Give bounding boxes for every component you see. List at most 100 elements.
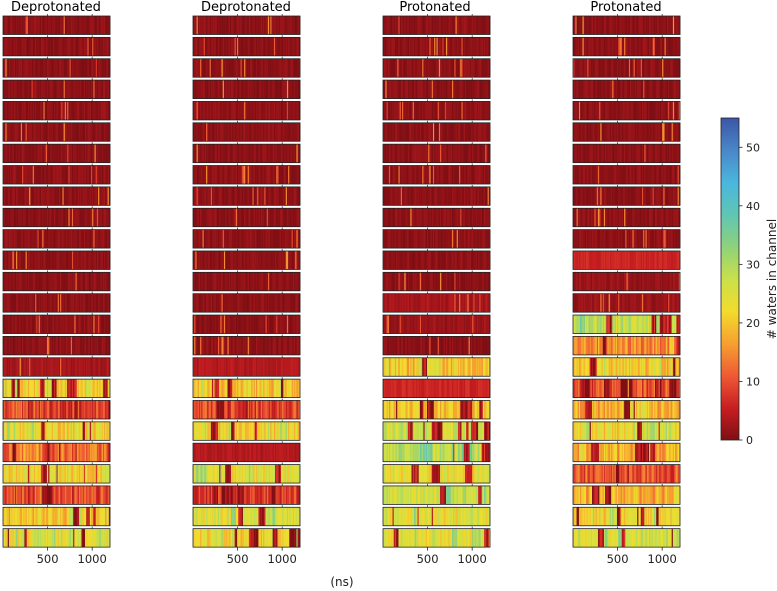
heat-cell [246,400,249,419]
heat-cell [202,101,205,120]
heat-cell [278,208,281,227]
heat-cell [56,16,59,35]
heat-cell [13,144,16,163]
heat-cell [238,485,240,505]
heat-cell [194,400,196,419]
heat-cell [29,165,31,185]
heat-cell [63,165,66,185]
heat-cell [105,421,107,441]
heat-cell [60,485,62,505]
heat-cell [85,80,87,99]
heat-cell [102,80,105,99]
heat-cell [39,208,42,227]
heat-cell [286,122,289,142]
panel-2-row-9 [192,184,301,206]
heat-cell [82,336,85,355]
heat-cell [259,379,262,398]
heat-cell [208,58,210,78]
heat-cell [94,293,97,313]
heat-cell [242,144,245,163]
heat-cell [73,122,75,142]
panel-2-row-5 [192,99,301,121]
heat-cell [56,101,59,120]
heat-cell [265,165,268,185]
heat-cell [263,357,265,377]
heat-cell [35,379,37,398]
heat-cell [242,122,245,142]
heat-cell [93,16,95,35]
heat-cell [233,357,235,377]
heat-cell [200,101,202,120]
heat-cell [245,16,247,35]
heat-cell [276,80,278,99]
heat-cell [284,485,287,505]
heat-cell [197,272,200,291]
heat-cell [10,379,12,398]
heat-cell [203,293,206,313]
heat-cell [48,485,50,505]
heat-cell [233,165,235,185]
heat-cell [32,272,35,291]
heat-cell [264,272,266,291]
heat-cell [58,464,61,484]
heat-cell [212,315,214,334]
heat-cell [99,400,101,419]
heat-cell [292,122,295,142]
heat-cell [203,443,206,462]
heat-cell [49,293,51,313]
heat-cell [73,165,75,185]
heat-cell [4,144,6,163]
heat-cell [81,464,84,484]
heat-cell [48,315,50,334]
heat-cell [45,379,48,398]
heat-cell [242,16,245,35]
heat-cell [201,357,203,377]
heat-cell [260,528,263,548]
heat-cell [74,400,76,419]
heat-cell [82,507,85,526]
heat-cell [63,293,66,313]
heat-cell [82,485,85,505]
panel-3: 500 1000 [382,14,491,566]
heat-cell [473,58,475,78]
heat-cell [294,336,296,355]
heat-cell [288,229,290,249]
heat-cell [193,37,195,56]
heat-cell [242,229,245,249]
heat-cell [101,379,104,398]
heat-cell [61,122,63,142]
heat-cell [297,379,300,398]
heat-cell [10,144,12,163]
heat-cell [64,507,67,526]
heat-cell [95,186,98,206]
heat-cell [81,357,84,377]
heat-cell [232,80,234,99]
heat-cell [96,250,99,270]
heat-cell [214,37,216,56]
heat-cell [42,528,44,548]
heat-cell [104,379,106,398]
heat-cell [19,272,22,291]
heat-cell [221,464,224,484]
heat-cell [251,293,253,313]
heat-cell [234,186,237,206]
heat-cell [68,315,70,334]
heat-cell [95,315,98,334]
row-frame [2,79,111,99]
heat-cell [475,16,478,35]
heat-cell [44,315,47,334]
heat-cell [20,336,23,355]
heat-cell [273,507,276,526]
heat-cell [228,186,231,206]
heat-cell [235,229,238,249]
heat-cell [55,507,57,526]
heat-cell [216,37,219,56]
heat-cell [98,357,100,377]
heat-cell [29,186,31,206]
heat-cell [231,464,233,484]
heat-cell [108,16,111,35]
heat-cell [63,507,66,526]
heat-cell [76,485,79,505]
heat-cell [254,250,257,270]
heat-cell [221,507,224,526]
